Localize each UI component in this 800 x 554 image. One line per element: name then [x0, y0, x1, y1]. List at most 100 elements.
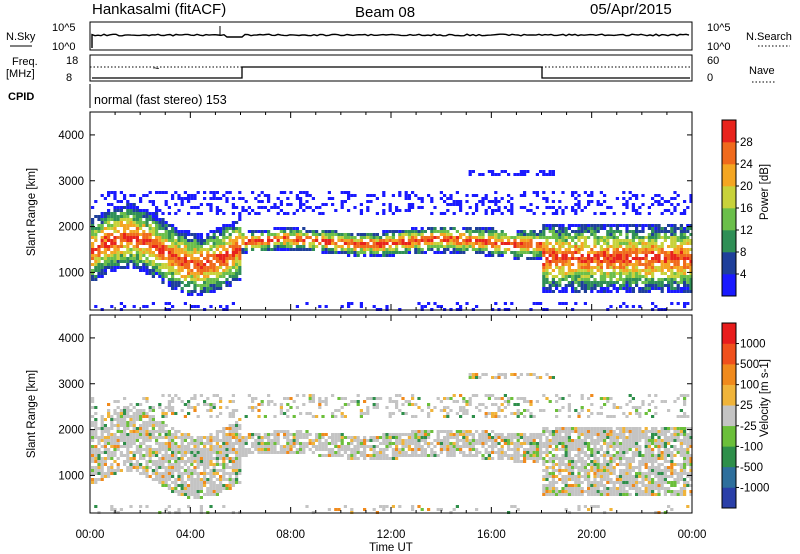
- heatmap-cell: [247, 436, 251, 439]
- heatmap-cell: [94, 406, 98, 409]
- heatmap-cell: [270, 451, 274, 454]
- heatmap-cell: [439, 442, 443, 445]
- heatmap-cell: [577, 245, 581, 248]
- heatmap-cell: [670, 254, 674, 257]
- heatmap-cell: [97, 427, 101, 430]
- heatmap-cell: [663, 272, 667, 275]
- heatmap-cell: [222, 484, 226, 487]
- heatmap-cell: [119, 439, 123, 442]
- heatmap-cell: [171, 400, 175, 403]
- heatmap-cell: [545, 263, 549, 266]
- heatmap-cell: [452, 448, 456, 451]
- heatmap-cell: [254, 245, 258, 248]
- heatmap-cell: [289, 448, 293, 451]
- heatmap-cell: [107, 263, 111, 266]
- heatmap-cell: [484, 242, 488, 245]
- heatmap-cell: [395, 394, 399, 397]
- heatmap-cell: [286, 397, 290, 400]
- heatmap-cell: [580, 263, 584, 266]
- heatmap-cell: [369, 448, 373, 451]
- heatmap-cell: [292, 212, 296, 215]
- heatmap-cell: [427, 442, 431, 445]
- heatmap-cell: [263, 436, 267, 439]
- heatmap-cell: [673, 206, 677, 209]
- heatmap-cell: [631, 272, 635, 275]
- heatmap-cell: [615, 227, 619, 230]
- heatmap-cell: [583, 227, 587, 230]
- heatmap-cell: [654, 269, 658, 272]
- heatmap-cell: [455, 200, 459, 203]
- heatmap-cell: [590, 260, 594, 263]
- heatmap-cell: [116, 469, 120, 472]
- heatmap-cell: [235, 475, 239, 478]
- heatmap-cell: [161, 278, 165, 281]
- heatmap-cell: [123, 233, 127, 236]
- heatmap-cell: [334, 233, 338, 236]
- heatmap-cell: [145, 415, 149, 418]
- heatmap-cell: [676, 263, 680, 266]
- heatmap-cell: [289, 230, 293, 233]
- heatmap-cell: [203, 436, 207, 439]
- heatmap-cell: [603, 194, 607, 197]
- heatmap-cell: [126, 457, 130, 460]
- heatmap-cell: [299, 236, 303, 239]
- heatmap-cell: [388, 248, 392, 251]
- heatmap-cell: [689, 266, 693, 269]
- heatmap-cell: [267, 436, 271, 439]
- heatmap-cell: [507, 239, 511, 242]
- heatmap-cell: [654, 227, 658, 230]
- heatmap-cell: [340, 203, 344, 206]
- heatmap-cell: [110, 508, 114, 511]
- heatmap-cell: [583, 224, 587, 227]
- heatmap-cell: [551, 484, 555, 487]
- heatmap-cell: [503, 376, 507, 379]
- heatmap-cell: [103, 263, 107, 266]
- heatmap-cell: [609, 236, 613, 239]
- heatmap-cell: [171, 227, 175, 230]
- heatmap-cell: [193, 248, 197, 251]
- heatmap-cell: [475, 454, 479, 457]
- heatmap-cell: [689, 278, 693, 281]
- heatmap-cell: [340, 454, 344, 457]
- heatmap-cell: [116, 266, 120, 269]
- heatmap-cell: [116, 400, 120, 403]
- heatmap-cell: [503, 454, 507, 457]
- heatmap-cell: [567, 454, 571, 457]
- heatmap-cell: [289, 239, 293, 242]
- freq-label-line2: [MHz]: [6, 68, 35, 80]
- heatmap-cell: [535, 173, 539, 176]
- heatmap-cell: [657, 257, 661, 260]
- heatmap-cell: [478, 245, 482, 248]
- heatmap-cell: [148, 415, 152, 418]
- heatmap-cell: [660, 269, 664, 272]
- heatmap-cell: [622, 197, 626, 200]
- heatmap-cell: [267, 239, 271, 242]
- heatmap-cell: [196, 490, 200, 493]
- heatmap-cell: [356, 403, 360, 406]
- heatmap-cell: [583, 230, 587, 233]
- heatmap-cell: [180, 260, 184, 263]
- heatmap-cell: [215, 236, 219, 239]
- heatmap-cell: [107, 454, 111, 457]
- heatmap-cell: [203, 493, 207, 496]
- heatmap-cell: [503, 206, 507, 209]
- heatmap-cell: [257, 442, 261, 445]
- heatmap-cell: [667, 245, 671, 248]
- heatmap-cell: [555, 454, 559, 457]
- heatmap-cell: [260, 233, 264, 236]
- heatmap-cell: [167, 254, 171, 257]
- heatmap-cell: [311, 400, 315, 403]
- heatmap-cell: [299, 206, 303, 209]
- heatmap-cell: [443, 230, 447, 233]
- heatmap-cell: [599, 284, 603, 287]
- heatmap-cell: [398, 436, 402, 439]
- heatmap-cell: [177, 272, 181, 275]
- heatmap-cell: [295, 230, 299, 233]
- heatmap-cell: [558, 472, 562, 475]
- heatmap-cell: [583, 266, 587, 269]
- heatmap-cell: [196, 293, 200, 296]
- heatmap-cell: [596, 224, 600, 227]
- heatmap-cell: [382, 194, 386, 197]
- heatmap-cell: [555, 260, 559, 263]
- heatmap-cell: [382, 505, 386, 508]
